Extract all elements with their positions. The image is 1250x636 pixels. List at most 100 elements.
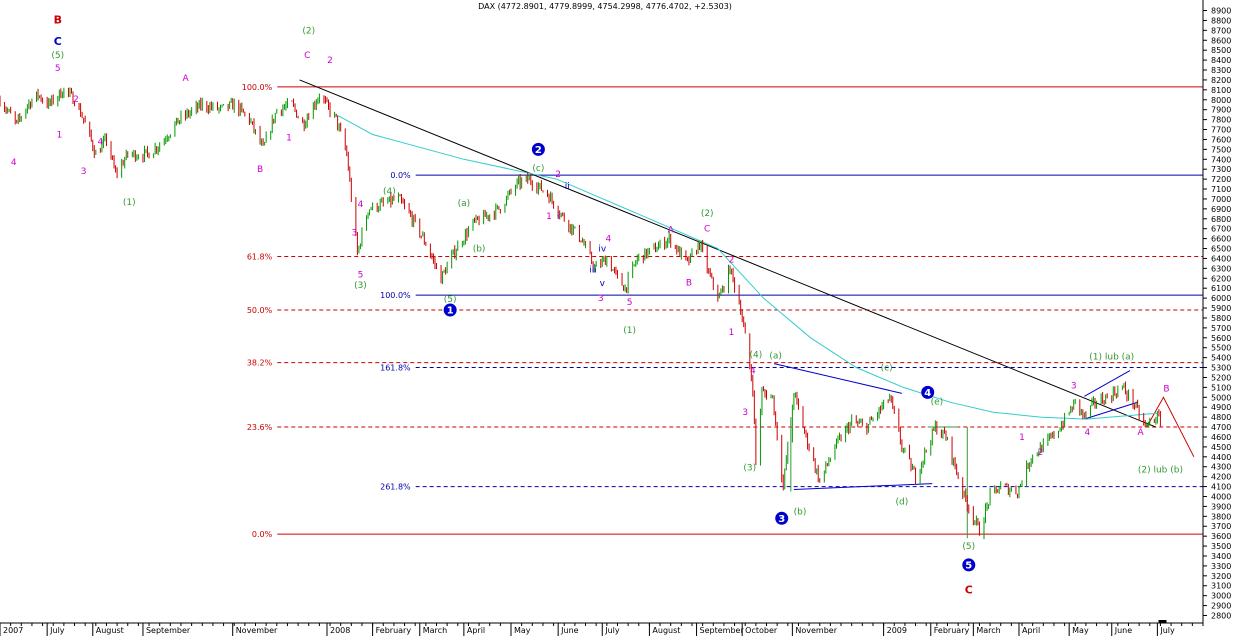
wave-circle-label: 1 bbox=[447, 306, 454, 317]
y-tick-label: 8400 bbox=[1211, 56, 1231, 65]
fib-level-label: 0.0% bbox=[252, 530, 273, 539]
x-tick-label: July bbox=[604, 626, 620, 635]
wave-label: 3 bbox=[81, 167, 87, 177]
y-tick-label: 6000 bbox=[1211, 294, 1231, 303]
wave-label: C bbox=[304, 51, 310, 61]
y-tick-label: 5400 bbox=[1211, 354, 1231, 363]
y-tick-label: 7800 bbox=[1211, 116, 1231, 125]
y-tick-label: 5800 bbox=[1211, 314, 1231, 323]
wave-label: 4 bbox=[605, 235, 611, 245]
y-tick-label: 3700 bbox=[1211, 522, 1231, 531]
y-tick-label: 7700 bbox=[1211, 126, 1231, 135]
x-tick-label: February bbox=[934, 626, 970, 635]
x-axis-marker bbox=[1158, 620, 1167, 623]
wave-label: (2) lub (b) bbox=[1138, 466, 1183, 476]
wave-label: A bbox=[668, 226, 675, 236]
channel-line bbox=[793, 483, 933, 491]
y-tick-label: 6400 bbox=[1211, 254, 1231, 263]
wave-label: (e) bbox=[931, 397, 944, 407]
y-tick-label: 3000 bbox=[1211, 592, 1231, 601]
fib-level-label: 0.0% bbox=[390, 171, 411, 180]
wave-label: 3 bbox=[742, 408, 748, 418]
y-tick-label: 3800 bbox=[1211, 512, 1231, 521]
y-tick-label: 5500 bbox=[1211, 344, 1231, 353]
y-tick-label: 2800 bbox=[1211, 612, 1231, 621]
wave-label: C bbox=[704, 225, 710, 235]
y-tick-label: 8100 bbox=[1211, 86, 1231, 95]
wave-label: B bbox=[257, 165, 263, 175]
y-tick-label: 4500 bbox=[1211, 443, 1231, 452]
wave-label: 2 bbox=[555, 170, 561, 180]
y-tick-label: 3400 bbox=[1211, 552, 1231, 561]
wave-label: iv bbox=[598, 245, 607, 255]
x-tick-label: 2007 bbox=[3, 626, 23, 635]
y-tick-label: 8600 bbox=[1211, 36, 1231, 45]
wave-label: (5) bbox=[444, 295, 457, 305]
y-tick-label: 5200 bbox=[1211, 373, 1231, 382]
wave-label: 4 bbox=[750, 367, 756, 377]
y-tick-label: 5100 bbox=[1211, 383, 1231, 392]
y-tick-label: 6700 bbox=[1211, 225, 1231, 234]
wave-label: (5) bbox=[962, 542, 975, 552]
wave-label: 1 bbox=[546, 212, 552, 222]
wave-label: 5 bbox=[627, 298, 633, 308]
wave-label: (1) lub (a) bbox=[1089, 353, 1134, 363]
y-tick-label: 7900 bbox=[1211, 106, 1231, 115]
wave-label: i bbox=[557, 212, 560, 222]
wave-label: A bbox=[182, 74, 189, 84]
wave-label: iii bbox=[589, 265, 597, 275]
fib-level-label: 261.8% bbox=[380, 483, 411, 492]
moving-average-line bbox=[335, 114, 1158, 420]
y-axis: 2800290030003100320033003400350036003700… bbox=[1202, 0, 1231, 623]
wave-circle-marker bbox=[775, 511, 789, 525]
y-tick-label: 8200 bbox=[1211, 76, 1231, 85]
x-tick-label: May bbox=[514, 626, 531, 635]
plot-area bbox=[0, 0, 1203, 623]
y-tick-label: 5000 bbox=[1211, 393, 1231, 402]
y-tick-label: 4200 bbox=[1211, 473, 1231, 482]
y-tick-label: 7500 bbox=[1211, 145, 1231, 154]
x-axis: 2007 July August September November 2008 Febru… bbox=[0, 620, 1204, 636]
wave-circle-label: 4 bbox=[924, 388, 931, 399]
y-tick-label: 8500 bbox=[1211, 46, 1231, 55]
wave-label: 3 bbox=[351, 229, 357, 239]
y-tick-label: 6600 bbox=[1211, 235, 1231, 244]
wave-label: 3 bbox=[1071, 381, 1077, 391]
y-tick-label: 5900 bbox=[1211, 304, 1231, 313]
y-tick-label: 3200 bbox=[1211, 572, 1231, 581]
projection-path bbox=[1146, 396, 1195, 458]
wave-label: C bbox=[965, 584, 973, 597]
y-tick-label: 3900 bbox=[1211, 502, 1231, 511]
wave-label: 1 bbox=[286, 133, 292, 143]
wave-label: (b) bbox=[473, 245, 486, 255]
wave-label: 2 bbox=[729, 255, 735, 265]
wave-label: 4 bbox=[358, 200, 364, 210]
fib-level-label: 23.6% bbox=[247, 423, 273, 432]
x-tick-label: April bbox=[1022, 626, 1040, 635]
wave-label: (c) bbox=[532, 164, 544, 174]
wave-label: 2 bbox=[1037, 448, 1043, 458]
wave-circle-label: 2 bbox=[535, 145, 542, 156]
wave-label: (4) bbox=[383, 187, 396, 197]
wave-label: 1 bbox=[1019, 433, 1025, 443]
wave-label: C bbox=[54, 35, 62, 48]
y-tick-label: 6100 bbox=[1211, 284, 1231, 293]
x-tick-label: March bbox=[976, 626, 1000, 635]
fib-level-label: 161.8% bbox=[380, 364, 411, 373]
x-tick-label: September bbox=[146, 626, 191, 635]
y-tick-label: 5600 bbox=[1211, 334, 1231, 343]
wave-label: A bbox=[1138, 428, 1145, 438]
wave-label: 2 bbox=[327, 56, 333, 66]
fib-level-label: 100.0% bbox=[242, 83, 273, 92]
y-tick-label: 4700 bbox=[1211, 423, 1231, 432]
y-tick-label: 4000 bbox=[1211, 492, 1231, 501]
x-tick-label: July bbox=[1159, 626, 1175, 635]
channel-line bbox=[1084, 401, 1138, 420]
wave-label: (1) bbox=[123, 198, 136, 208]
x-tick-label: May bbox=[1072, 626, 1089, 635]
wave-label: v bbox=[600, 279, 606, 289]
y-tick-label: 7000 bbox=[1211, 195, 1231, 204]
x-tick-label: July bbox=[49, 626, 65, 635]
